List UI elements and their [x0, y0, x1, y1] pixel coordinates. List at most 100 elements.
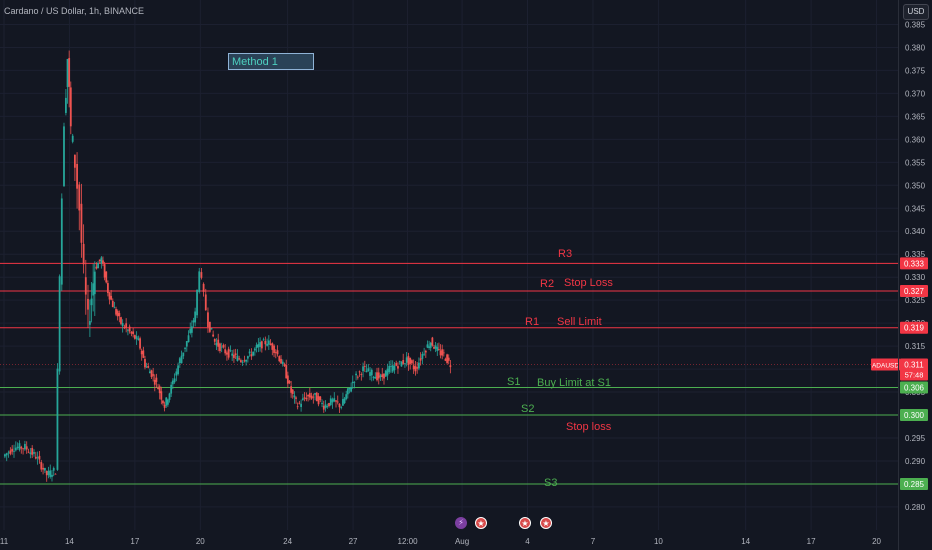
lightning-icon[interactable]: ⚡ [455, 517, 467, 529]
current-price-tag [900, 358, 928, 381]
method-label-box[interactable]: Method 1 [228, 53, 314, 70]
candle-body [22, 448, 24, 450]
candle-body [257, 344, 260, 348]
candle-body [36, 457, 39, 459]
candle-body [234, 353, 237, 356]
candle-body [414, 366, 417, 372]
candle-body [262, 339, 265, 341]
y-tick-label: 0.385 [905, 20, 926, 29]
candle-body [27, 451, 30, 453]
candle-body [340, 407, 343, 408]
price-tag-s3 [900, 477, 928, 490]
candle-body [163, 404, 166, 408]
y-tick-label: 0.340 [905, 227, 926, 236]
candle-body [253, 348, 256, 351]
candle-body [286, 375, 289, 384]
candle-body [383, 373, 385, 379]
candle-body [90, 298, 93, 306]
candle-body [33, 452, 35, 454]
y-tick-label: 0.325 [905, 296, 926, 305]
candle-body [377, 372, 380, 379]
candle-body [402, 360, 405, 364]
x-tick-label: 17 [130, 537, 139, 546]
candle-body [171, 380, 174, 385]
candle-body [260, 341, 263, 349]
candle-body [121, 323, 124, 327]
candle-body [374, 376, 377, 379]
candle-body [56, 368, 59, 470]
candle-body [379, 375, 382, 378]
annotation-r3: R3 [558, 248, 573, 260]
candle-body [132, 331, 135, 334]
candle-body [298, 402, 301, 404]
us-flag-icon[interactable]: ★ [475, 517, 487, 529]
candle-body [106, 283, 109, 294]
candle-body [222, 344, 225, 348]
candle-body [60, 198, 63, 285]
candle-body [73, 154, 76, 168]
candle-body [295, 397, 297, 399]
candle-body [255, 344, 258, 349]
candle-body [356, 376, 359, 378]
candle-body [208, 321, 211, 332]
candle-body [398, 361, 401, 362]
candle-body [207, 312, 209, 328]
candle-body [103, 264, 106, 278]
currency-button[interactable]: USD [903, 4, 929, 20]
candle-body [177, 365, 179, 375]
candle-body [384, 370, 387, 377]
symbol-title[interactable]: Cardano / US Dollar, 1h, BINANCE [4, 6, 145, 16]
candle-body [190, 326, 193, 333]
candle-body [133, 335, 136, 339]
candle-body [288, 381, 291, 383]
candle-body [412, 365, 415, 370]
candle-body [13, 450, 15, 452]
candle-body [345, 394, 348, 400]
y-tick-label: 0.370 [905, 89, 926, 98]
candle-body [158, 386, 161, 394]
candle-body [353, 381, 356, 383]
us-flag-icon[interactable]: ★ [519, 517, 531, 529]
candle-body [31, 448, 34, 455]
candle-body [51, 474, 53, 477]
candle-body [105, 271, 108, 283]
candle-body [312, 396, 315, 398]
candle-body [144, 359, 146, 368]
candle-body [25, 446, 28, 450]
us-flag-icon[interactable]: ★ [540, 517, 552, 529]
candle-body [342, 399, 344, 406]
candle-body [449, 365, 452, 368]
support-resistance-levels [0, 262, 898, 485]
candle-body [202, 283, 205, 292]
candle-body [314, 393, 316, 395]
candle-body [166, 399, 169, 405]
price-tag-s1 [900, 381, 928, 394]
candle-body [68, 57, 71, 87]
candle-body [165, 397, 168, 406]
candle-body [180, 355, 183, 364]
price-tag-r2 [900, 284, 928, 297]
candle-body [273, 345, 275, 353]
symbol-tag [871, 358, 900, 371]
annotation-s1: S1 [507, 376, 521, 388]
x-tick-label: 24 [283, 537, 292, 546]
candle-body [34, 456, 37, 459]
annotation-buy-limit: Buy Limit at S1 [537, 377, 611, 389]
candle-body [331, 399, 334, 403]
candle-body [182, 352, 185, 357]
candle-body [264, 340, 267, 345]
price-tags: 0.333 0.327 0.319 0.306 0.300 0.285 ADAUSD 0.31… [871, 257, 928, 490]
candle-body [343, 398, 346, 404]
candle-body [204, 294, 207, 311]
price-tag-label: 0.333 [904, 259, 925, 268]
candle-body [338, 403, 341, 408]
annotation-s3: S3 [544, 477, 558, 489]
candle-body [125, 323, 128, 328]
candle-body [335, 400, 337, 402]
candle-body [429, 342, 432, 348]
candle-body [168, 393, 171, 400]
candle-body [438, 349, 440, 350]
candle-body [116, 310, 119, 317]
candle-body [386, 368, 389, 376]
